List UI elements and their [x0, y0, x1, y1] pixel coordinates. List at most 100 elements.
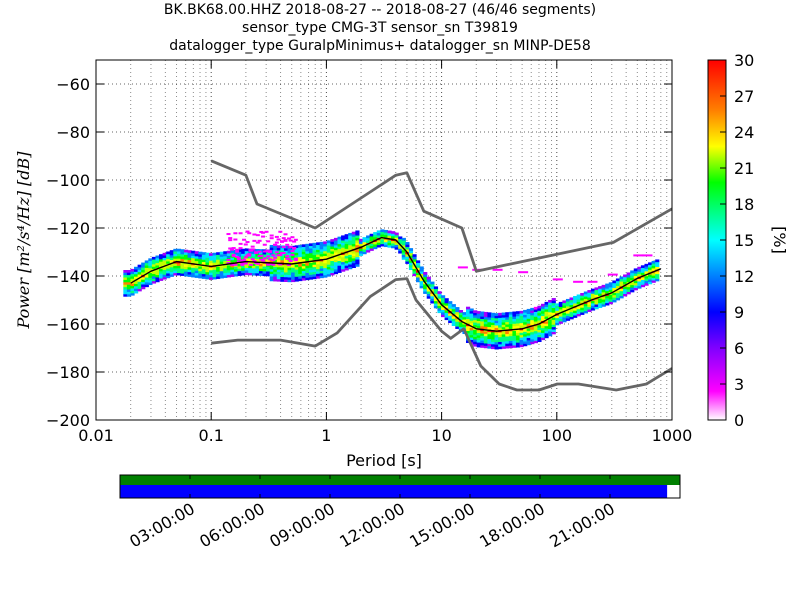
histogram-cell [191, 255, 196, 259]
histogram-cell [518, 271, 529, 274]
histogram-cell [651, 265, 656, 269]
histogram-cell [462, 319, 467, 323]
histogram-cell [565, 310, 571, 314]
histogram-cell [134, 273, 139, 277]
histogram-cell [494, 344, 499, 348]
histogram-cell [316, 275, 321, 279]
histogram-cell [519, 334, 524, 338]
histogram-cell [473, 324, 478, 328]
histogram-cell [537, 315, 542, 319]
histogram-cell [455, 323, 460, 327]
histogram-cell [540, 313, 546, 317]
colorbar-tick-label: 15 [734, 231, 754, 250]
histogram-cell [605, 283, 610, 287]
histogram-cell [305, 253, 310, 257]
histogram-cell [433, 298, 439, 302]
histogram-cell [573, 315, 578, 318]
histogram-cell [312, 264, 317, 268]
histogram-cell [208, 262, 214, 266]
histogram-cell [598, 300, 603, 304]
histogram-cell [555, 322, 560, 326]
histogram-cell [405, 258, 410, 262]
histogram-cell [266, 268, 271, 272]
histogram-cell [433, 293, 439, 297]
histogram-cell [247, 253, 252, 256]
histogram-cell [430, 281, 435, 285]
histogram-cell [301, 246, 306, 250]
histogram-cell [416, 272, 421, 276]
histogram-cell [648, 269, 653, 273]
histogram-cell [248, 272, 253, 276]
histogram-cell [191, 265, 196, 268]
histogram-cell [285, 243, 290, 246]
histogram-cell [476, 339, 481, 343]
histogram-cell [458, 317, 464, 320]
histogram-cell [280, 269, 285, 273]
histogram-cell [173, 272, 178, 276]
histogram-cell [176, 270, 182, 274]
histogram-cell [480, 313, 485, 317]
histogram-cell [605, 302, 610, 306]
histogram-cell [148, 263, 153, 266]
histogram-cell [551, 310, 556, 313]
histogram-cell [512, 342, 517, 346]
histogram-cell [607, 273, 618, 276]
histogram-cell [269, 278, 274, 282]
histogram-cell [505, 336, 510, 339]
histogram-cell [498, 327, 503, 330]
histogram-cell [333, 249, 339, 253]
histogram-cell [281, 237, 286, 240]
histogram-cell [148, 282, 153, 286]
histogram-cell [640, 284, 646, 288]
histogram-cell [601, 287, 606, 290]
histogram-cell [191, 269, 196, 273]
histogram-cell [544, 323, 549, 327]
histogram-cell [483, 323, 489, 327]
histogram-cell [233, 273, 239, 277]
histogram-cell [490, 319, 496, 323]
histogram-cell [151, 261, 157, 265]
histogram-cell [216, 252, 221, 255]
histogram-cell [405, 254, 410, 257]
histogram-cell [230, 271, 235, 275]
histogram-cell [487, 319, 492, 323]
histogram-cell [233, 259, 239, 263]
histogram-cell [323, 253, 328, 257]
histogram-cell [312, 254, 317, 258]
histogram-cell [637, 266, 642, 270]
histogram-cell [615, 283, 621, 286]
histogram-cell [465, 306, 471, 310]
histogram-cell [465, 311, 471, 315]
histogram-cell [308, 250, 314, 254]
histogram-cell [555, 317, 560, 321]
histogram-cell [619, 290, 624, 294]
histogram-cell [341, 240, 346, 243]
histogram-cell [490, 322, 496, 326]
x-tick-label: 100 [542, 426, 573, 445]
histogram-cell [391, 243, 396, 246]
histogram-cell [548, 314, 553, 318]
histogram-cell [176, 272, 182, 276]
histogram-cell [237, 273, 242, 276]
histogram-cell [276, 245, 281, 249]
histogram-cell [208, 272, 214, 276]
histogram-cell [198, 266, 203, 269]
histogram-cell [305, 265, 310, 269]
histogram-cell [519, 310, 524, 314]
histogram-cell [376, 230, 381, 234]
histogram-cell [251, 265, 256, 269]
histogram-cell [237, 263, 242, 267]
histogram-cell [391, 233, 396, 237]
histogram-cell [533, 316, 538, 320]
histogram-cell [394, 242, 399, 245]
histogram-cell [515, 313, 521, 317]
histogram-cell [644, 266, 649, 269]
histogram-cell [308, 245, 314, 249]
histogram-cell [444, 302, 449, 306]
histogram-cell [271, 254, 276, 257]
histogram-cell [444, 300, 449, 304]
histogram-cell [508, 314, 514, 317]
main-plot: 0.01 0.1 1 10 100 1000−200−180−160−140−120−10… [14, 59, 692, 470]
histogram-cell [269, 237, 274, 240]
histogram-cell [312, 271, 317, 275]
